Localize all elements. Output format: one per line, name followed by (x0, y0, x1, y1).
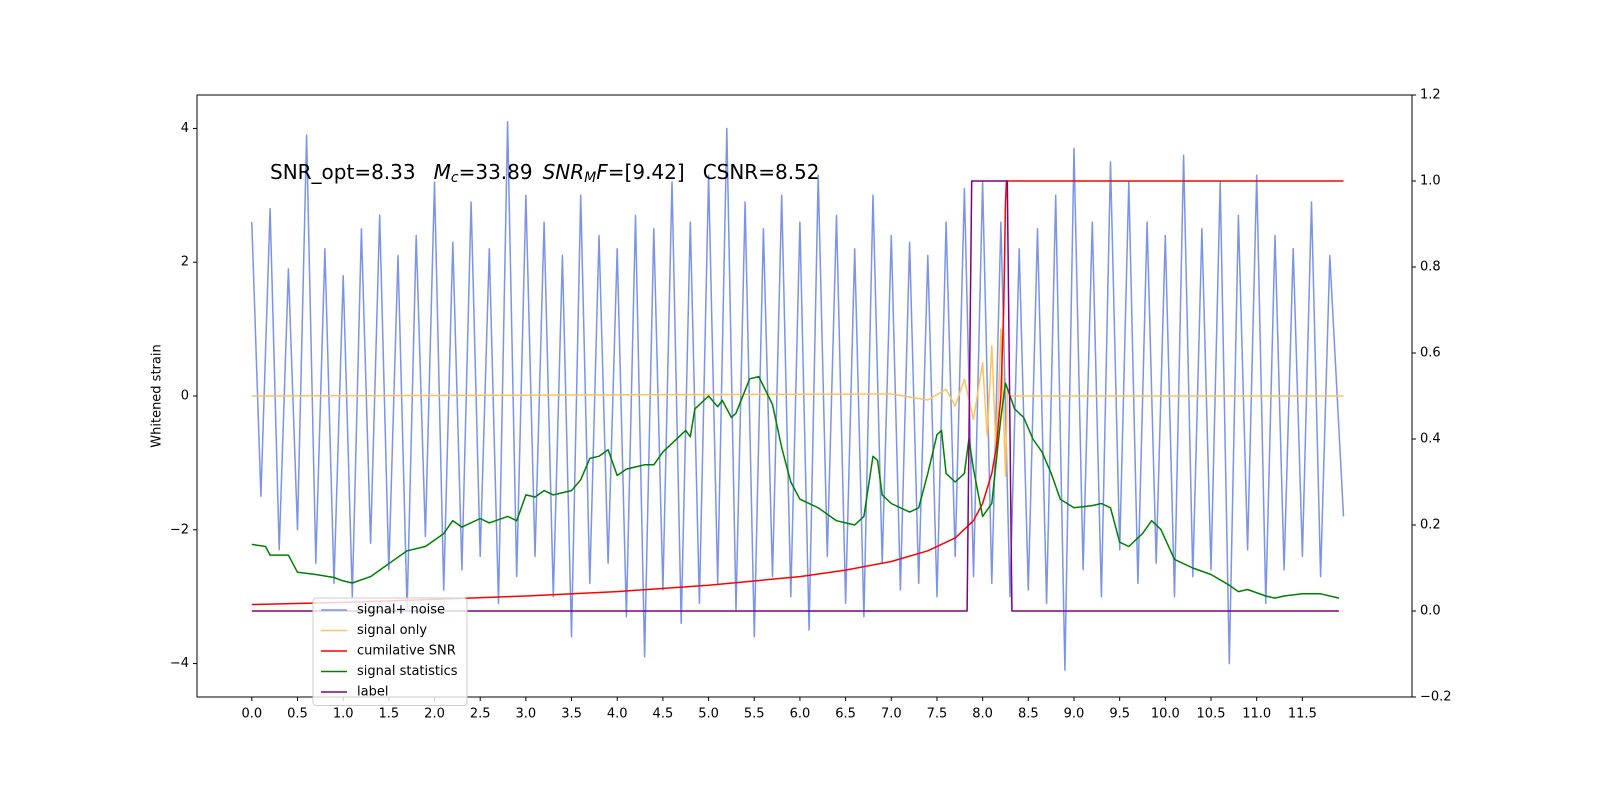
y-axis-label: Whitened strain (150, 344, 165, 447)
x-tick-label: 3.5 (561, 707, 582, 722)
x-tick-label: 1.0 (333, 707, 354, 722)
x-tick-label: 4.0 (607, 707, 628, 722)
x-tick-label: 0.0 (241, 707, 262, 722)
x-tick-label: 11.5 (1288, 707, 1317, 722)
annotation-part: c (451, 170, 459, 186)
legend-label: label (357, 685, 388, 700)
x-tick-label: 5.0 (698, 707, 719, 722)
y2-tick-label: 1.0 (1420, 174, 1441, 189)
annotation-part: M (434, 160, 451, 184)
annotation-part: =33.89 (459, 160, 533, 184)
x-tick-label: 11.0 (1242, 707, 1271, 722)
annotation-part: CSNR=8.52 (703, 160, 820, 184)
annotation-part: M (584, 170, 596, 186)
legend-box (312, 597, 468, 706)
annotation: SNR_opt=8.33 Mc=33.89 SNRMF=[9.42] CSNR=8.5… (270, 160, 820, 187)
plot-area (251, 121, 1345, 671)
x-tick-label: 6.0 (790, 707, 811, 722)
x-tick-label: 0.5 (287, 707, 308, 722)
y2-tick-label: 0.8 (1420, 260, 1441, 275)
series-line (251, 328, 1344, 478)
legend-label: cumilative SNR (357, 644, 456, 659)
y2-tick-label: 1.2 (1420, 88, 1441, 103)
legend-label: signal+ noise (357, 603, 445, 618)
y-tick-label: 4 (181, 121, 189, 136)
x-tick-label: 7.0 (881, 707, 902, 722)
y-tick-label: 2 (181, 255, 189, 270)
y2-tick-label: 0.6 (1420, 346, 1441, 361)
x-tick-label: 6.5 (835, 707, 856, 722)
x-tick-label: 4.5 (653, 707, 674, 722)
legend-label: signal statistics (357, 664, 458, 679)
x-tick-label: 8.5 (1018, 707, 1039, 722)
series-line (251, 375, 1340, 599)
y2-tick-label: 0.4 (1420, 432, 1441, 447)
annotation-part: SNR (543, 160, 585, 184)
x-tick-label: 9.0 (1064, 707, 1085, 722)
legend: signal+ noise signal only cumilative SNR si… (312, 597, 468, 706)
annotation-part: F (596, 160, 608, 184)
legend-label: signal only (357, 623, 427, 638)
series-line (251, 121, 1345, 671)
x-tick-label: 2.0 (424, 707, 445, 722)
y-tick-label: −2 (170, 522, 189, 537)
series-line (251, 180, 1339, 612)
x-tick-label: 5.5 (744, 707, 765, 722)
x-tick-label: 8.0 (972, 707, 993, 722)
series-line (251, 180, 1344, 606)
x-tick-label: 2.5 (470, 707, 491, 722)
annotation-part: =[9.42] (608, 160, 685, 184)
y2-tick-label: 0.0 (1420, 604, 1441, 619)
x-tick-label: 7.5 (927, 707, 948, 722)
y2-tick-label: 0.2 (1420, 518, 1441, 533)
annotation-part: SNR_opt=8.33 (270, 160, 416, 184)
x-tick-label: 10.5 (1197, 707, 1226, 722)
x-tick-label: 10.0 (1151, 707, 1180, 722)
x-tick-label: 9.5 (1109, 707, 1130, 722)
x-tick-label: 1.5 (378, 707, 399, 722)
y-tick-label: −4 (170, 656, 189, 671)
y-tick-label: 0 (181, 389, 189, 404)
y2-tick-label: −0.2 (1420, 690, 1452, 705)
x-tick-label: 3.0 (516, 707, 537, 722)
